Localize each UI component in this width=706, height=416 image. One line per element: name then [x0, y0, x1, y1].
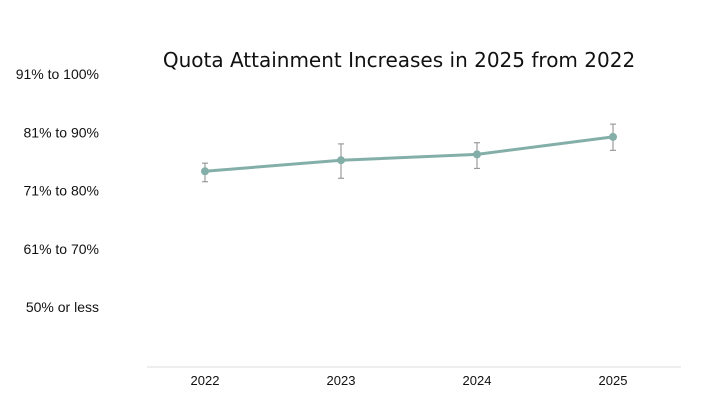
- data-series: [201, 132, 617, 176]
- error-bars: [202, 123, 616, 183]
- y-axis-tick-labels: 50% or less 61% to 70% 71% to 80% 81% to 90…: [16, 66, 99, 315]
- x-tick-label: 2025: [599, 373, 628, 388]
- data-point: [337, 156, 345, 165]
- y-tick-label: 50% or less: [26, 299, 99, 315]
- series-line: [203, 135, 615, 173]
- y-tick-label: 71% to 80%: [24, 183, 100, 199]
- data-point: [473, 150, 481, 159]
- y-tick-label: 91% to 100%: [16, 66, 99, 82]
- data-point: [201, 167, 209, 176]
- y-tick-label: 81% to 90%: [24, 124, 100, 140]
- x-tick-label: 2022: [191, 373, 220, 388]
- data-point: [609, 132, 617, 141]
- chart-title: Quota Attainment Increases in 2025 from …: [163, 48, 635, 72]
- y-tick-label: 61% to 70%: [24, 241, 100, 257]
- x-tick-label: 2024: [463, 373, 492, 388]
- x-axis-tick-labels: 2022 2023 2024 2025: [191, 373, 628, 388]
- x-tick-label: 2023: [327, 373, 356, 388]
